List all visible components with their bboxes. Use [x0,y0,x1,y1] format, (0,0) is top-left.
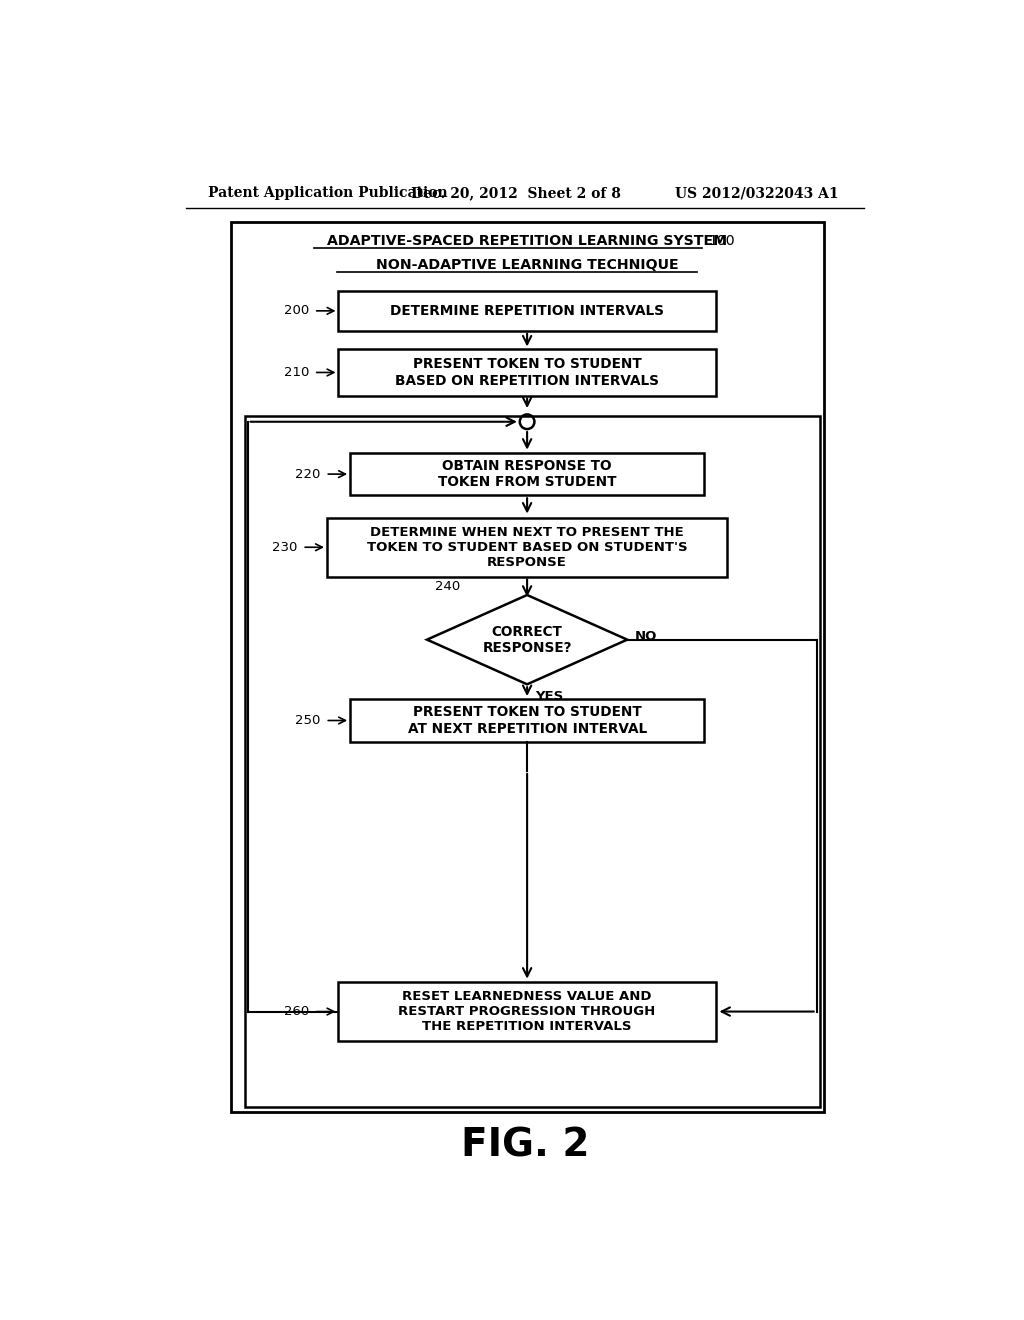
Text: PRESENT TOKEN TO STUDENT
BASED ON REPETITION INTERVALS: PRESENT TOKEN TO STUDENT BASED ON REPETI… [395,358,659,388]
Text: DETERMINE REPETITION INTERVALS: DETERMINE REPETITION INTERVALS [390,304,665,318]
Text: YES: YES [535,689,563,702]
Bar [339,350,716,396]
Text: 260: 260 [284,1005,309,1018]
Text: CORRECT
RESPONSE?: CORRECT RESPONSE? [482,624,571,655]
Bar [350,700,705,742]
Bar [339,982,716,1040]
Text: US 2012/0322043 A1: US 2012/0322043 A1 [676,186,839,201]
Text: FIG. 2: FIG. 2 [461,1126,589,1164]
Text: DETERMINE WHEN NEXT TO PRESENT THE
TOKEN TO STUDENT BASED ON STUDENT'S
RESPONSE: DETERMINE WHEN NEXT TO PRESENT THE TOKEN… [367,525,687,569]
Text: ADAPTIVE-SPACED REPETITION LEARNING SYSTEM: ADAPTIVE-SPACED REPETITION LEARNING SYST… [327,234,727,248]
Text: 240: 240 [435,579,460,593]
Bar [339,290,716,331]
Text: 100: 100 [708,234,734,248]
Bar [245,416,819,1107]
Text: RESET LEARNEDNESS VALUE AND
RESTART PROGRESSION THROUGH
THE REPETITION INTERVALS: RESET LEARNEDNESS VALUE AND RESTART PROG… [398,990,655,1034]
Bar [230,222,823,1111]
Text: 220: 220 [295,467,321,480]
Bar [350,453,705,495]
Text: 210: 210 [284,366,309,379]
Text: Dec. 20, 2012  Sheet 2 of 8: Dec. 20, 2012 Sheet 2 of 8 [411,186,621,201]
Text: Patent Application Publication: Patent Application Publication [208,186,447,201]
Bar [327,517,727,577]
Text: 230: 230 [272,541,298,554]
Text: 200: 200 [284,305,309,317]
Text: OBTAIN RESPONSE TO
TOKEN FROM STUDENT: OBTAIN RESPONSE TO TOKEN FROM STUDENT [438,459,616,490]
Text: NO: NO [635,630,657,643]
Text: PRESENT TOKEN TO STUDENT
AT NEXT REPETITION INTERVAL: PRESENT TOKEN TO STUDENT AT NEXT REPETIT… [408,705,647,735]
Text: NON-ADAPTIVE LEARNING TECHNIQUE: NON-ADAPTIVE LEARNING TECHNIQUE [376,257,679,272]
Text: 250: 250 [295,714,321,727]
Polygon shape [427,595,628,684]
